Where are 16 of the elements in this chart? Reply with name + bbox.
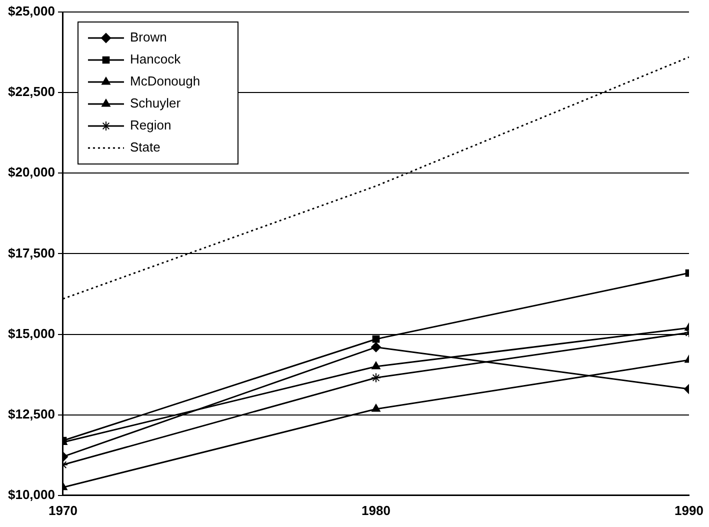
- legend-label: State: [130, 140, 160, 155]
- legend-label: McDonough: [130, 74, 200, 89]
- x-tick-label: 1980: [362, 502, 390, 518]
- legend-label: Brown: [130, 30, 167, 45]
- y-tick-label: $15,000: [8, 326, 55, 341]
- y-tick-label: $10,000: [8, 486, 55, 502]
- x-tick-label: 1990: [674, 502, 704, 518]
- y-tick-label: $22,500: [8, 84, 55, 100]
- x-tick-label: 1970: [48, 502, 78, 518]
- y-tick-label: $20,000: [8, 164, 55, 180]
- legend-label: Hancock: [130, 52, 182, 67]
- y-tick-label: $12,500: [8, 406, 55, 422]
- legend-label: Region: [130, 118, 172, 133]
- legend-label: Schuyler: [130, 96, 182, 111]
- y-tick-label: $25,000: [8, 4, 55, 19]
- y-tick-label: $17,500: [8, 245, 55, 260]
